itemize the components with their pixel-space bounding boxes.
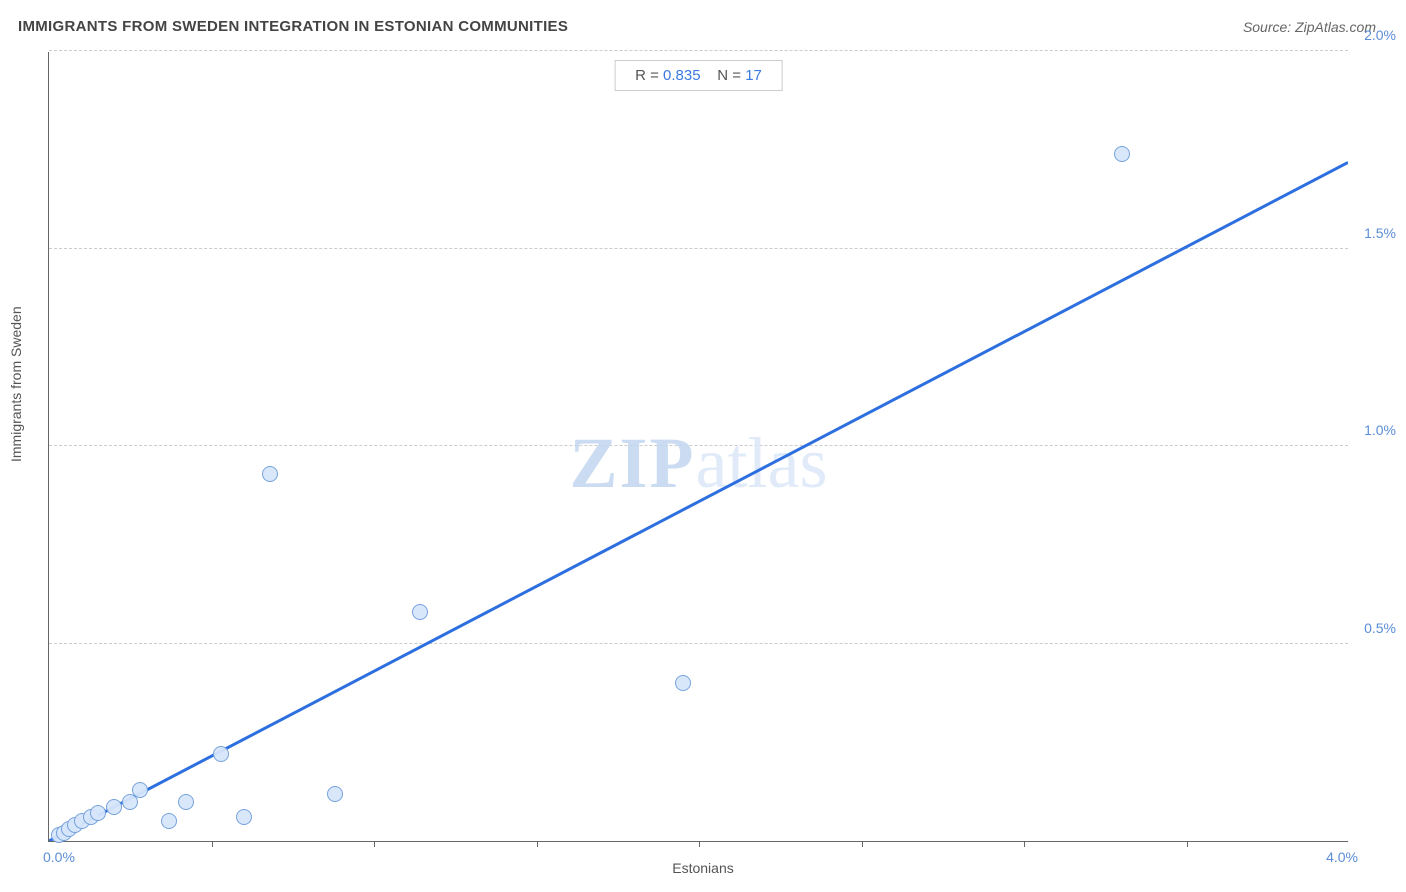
n-value: 17 [745,67,762,84]
watermark-bold: ZIP [570,423,696,503]
trendline [49,162,1348,841]
x-tick [1024,841,1025,847]
plot-area: R = 0.835 N = 17 ZIPatlas 0.0% 4.0% 0.5%… [48,52,1348,842]
x-tick [537,841,538,847]
n-label: N = [717,67,741,84]
y-tick-label: 0.5% [1364,620,1396,636]
data-point [213,746,229,762]
data-point [236,809,252,825]
y-tick-label: 1.5% [1364,225,1396,241]
trendline-svg [49,52,1348,841]
scatter-chart: Immigrants from Sweden R = 0.835 N = 17 … [18,52,1388,872]
x-end-label: 4.0% [1326,849,1358,865]
data-point [178,794,194,810]
header: IMMIGRANTS FROM SWEDEN INTEGRATION IN ES… [0,0,1406,43]
data-point [262,466,278,482]
watermark: ZIPatlas [570,422,828,505]
x-tick [699,841,700,847]
data-point [675,675,691,691]
y-axis-label: Immigrants from Sweden [8,306,24,462]
watermark-thin: atlas [696,423,828,503]
gridline [49,50,1348,51]
x-tick [374,841,375,847]
data-point [106,799,122,815]
gridline [49,643,1348,644]
data-point [327,786,343,802]
gridline [49,445,1348,446]
x-tick [1187,841,1188,847]
source-attribution: Source: ZipAtlas.com [1243,19,1376,35]
data-point [1114,146,1130,162]
y-tick-label: 1.0% [1364,422,1396,438]
r-value: 0.835 [663,67,701,84]
x-origin-label: 0.0% [43,849,75,865]
x-axis-label: Estonians [672,860,733,876]
data-point [161,813,177,829]
page-title: IMMIGRANTS FROM SWEDEN INTEGRATION IN ES… [18,18,568,35]
x-tick [862,841,863,847]
data-point [132,782,148,798]
x-tick [212,841,213,847]
stats-box: R = 0.835 N = 17 [614,60,783,91]
data-point [412,604,428,620]
gridline [49,248,1348,249]
y-tick-label: 2.0% [1364,27,1396,43]
r-label: R = [635,67,659,84]
data-point [90,805,106,821]
